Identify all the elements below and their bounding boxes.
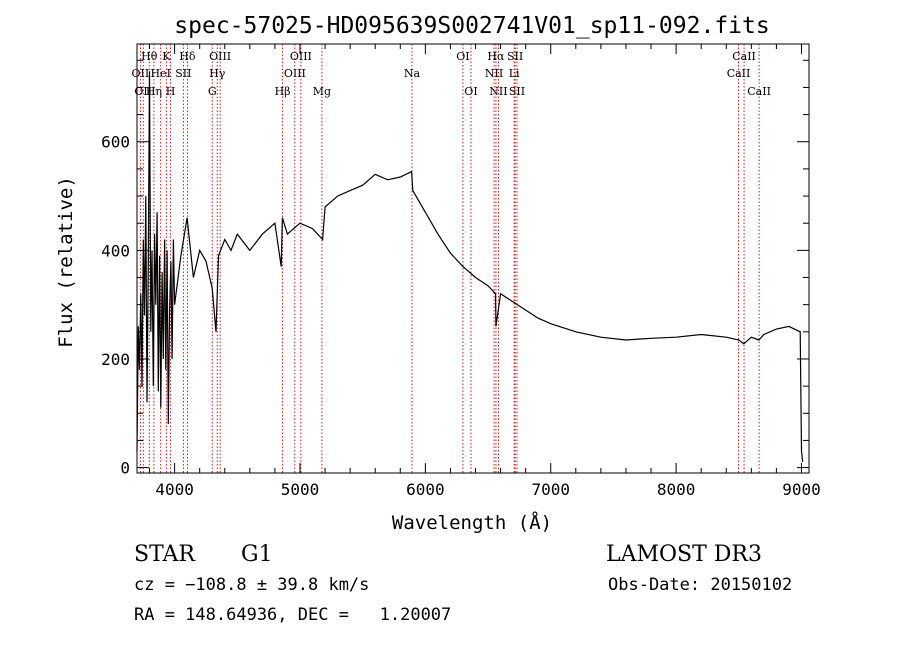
redshift-value: cz = −108.8 ± 39.8 km/s	[134, 575, 369, 595]
line-marker-label: CaII	[747, 85, 771, 98]
y-axis-label: Flux (relative)	[55, 176, 77, 348]
y-axis-ticks: 0 200 400 600	[101, 59, 809, 478]
line-marker-label: OII	[134, 85, 152, 98]
line-marker-label: Mg	[313, 85, 331, 98]
flux-series-line	[136, 71, 804, 463]
x-tick-label: 8000	[657, 480, 696, 499]
y-tick-label: 200	[101, 350, 130, 369]
line-marker-label: Hβ	[275, 85, 291, 98]
emission-line-labels: OII OII Hθ Hη HeI K H SII Hδ G Hγ OIII Hβ OIII OIII Mg N…	[132, 50, 771, 98]
line-marker-label: NII	[489, 85, 507, 98]
survey-name: LAMOST DR3	[606, 542, 762, 567]
line-marker-label: OI	[464, 85, 477, 98]
x-axis-ticks: 4000 5000 6000 7000 8000 9000	[149, 44, 821, 499]
line-marker-label: OIII	[209, 50, 231, 63]
object-subclass: G1	[241, 542, 273, 567]
x-tick-label: 9000	[782, 480, 821, 499]
line-marker-label: Hθ	[141, 50, 158, 63]
line-marker-label: H	[166, 85, 176, 98]
line-marker-label: NII	[485, 67, 503, 80]
chart-title: spec-57025-HD095639S002741V01_sp11-092.f…	[174, 13, 769, 39]
line-marker-label: Hα	[487, 50, 505, 63]
y-tick-label: 0	[120, 459, 130, 478]
y-tick-label: 400	[101, 241, 130, 260]
line-marker-label: Na	[404, 67, 421, 80]
plot-frame	[136, 43, 810, 474]
line-marker-label: Hγ	[209, 67, 226, 80]
line-marker-label: Hδ	[179, 50, 196, 63]
line-marker-label: OII	[132, 67, 150, 80]
line-marker-label: G	[208, 85, 217, 98]
line-marker-label: CaII	[727, 67, 751, 80]
y-tick-label: 600	[101, 133, 130, 152]
observation-date: Obs-Date: 20150102	[608, 575, 792, 595]
x-tick-label: 4000	[155, 480, 194, 499]
line-marker-label: Hη	[146, 85, 162, 98]
line-marker-label: OI	[456, 50, 469, 63]
line-marker-label: Li	[509, 67, 520, 80]
x-tick-label: 6000	[406, 480, 445, 499]
line-marker-label: SII	[175, 67, 191, 80]
coordinates: RA = 148.64936, DEC = 1.20007	[134, 605, 451, 625]
line-marker-label: K	[162, 50, 171, 63]
object-type: STAR	[134, 542, 196, 567]
line-marker-label: SII	[509, 85, 525, 98]
line-marker-label: OIII	[284, 67, 306, 80]
emission-line-markers	[139, 44, 760, 473]
line-marker-label: CaII	[732, 50, 756, 63]
x-axis-label: Wavelength (Å)	[392, 511, 552, 534]
line-marker-label: HeI	[150, 67, 170, 80]
x-tick-label: 7000	[531, 480, 570, 499]
line-marker-label: SII	[507, 50, 523, 63]
x-tick-label: 5000	[281, 480, 320, 499]
line-marker-label: OIII	[290, 50, 312, 63]
